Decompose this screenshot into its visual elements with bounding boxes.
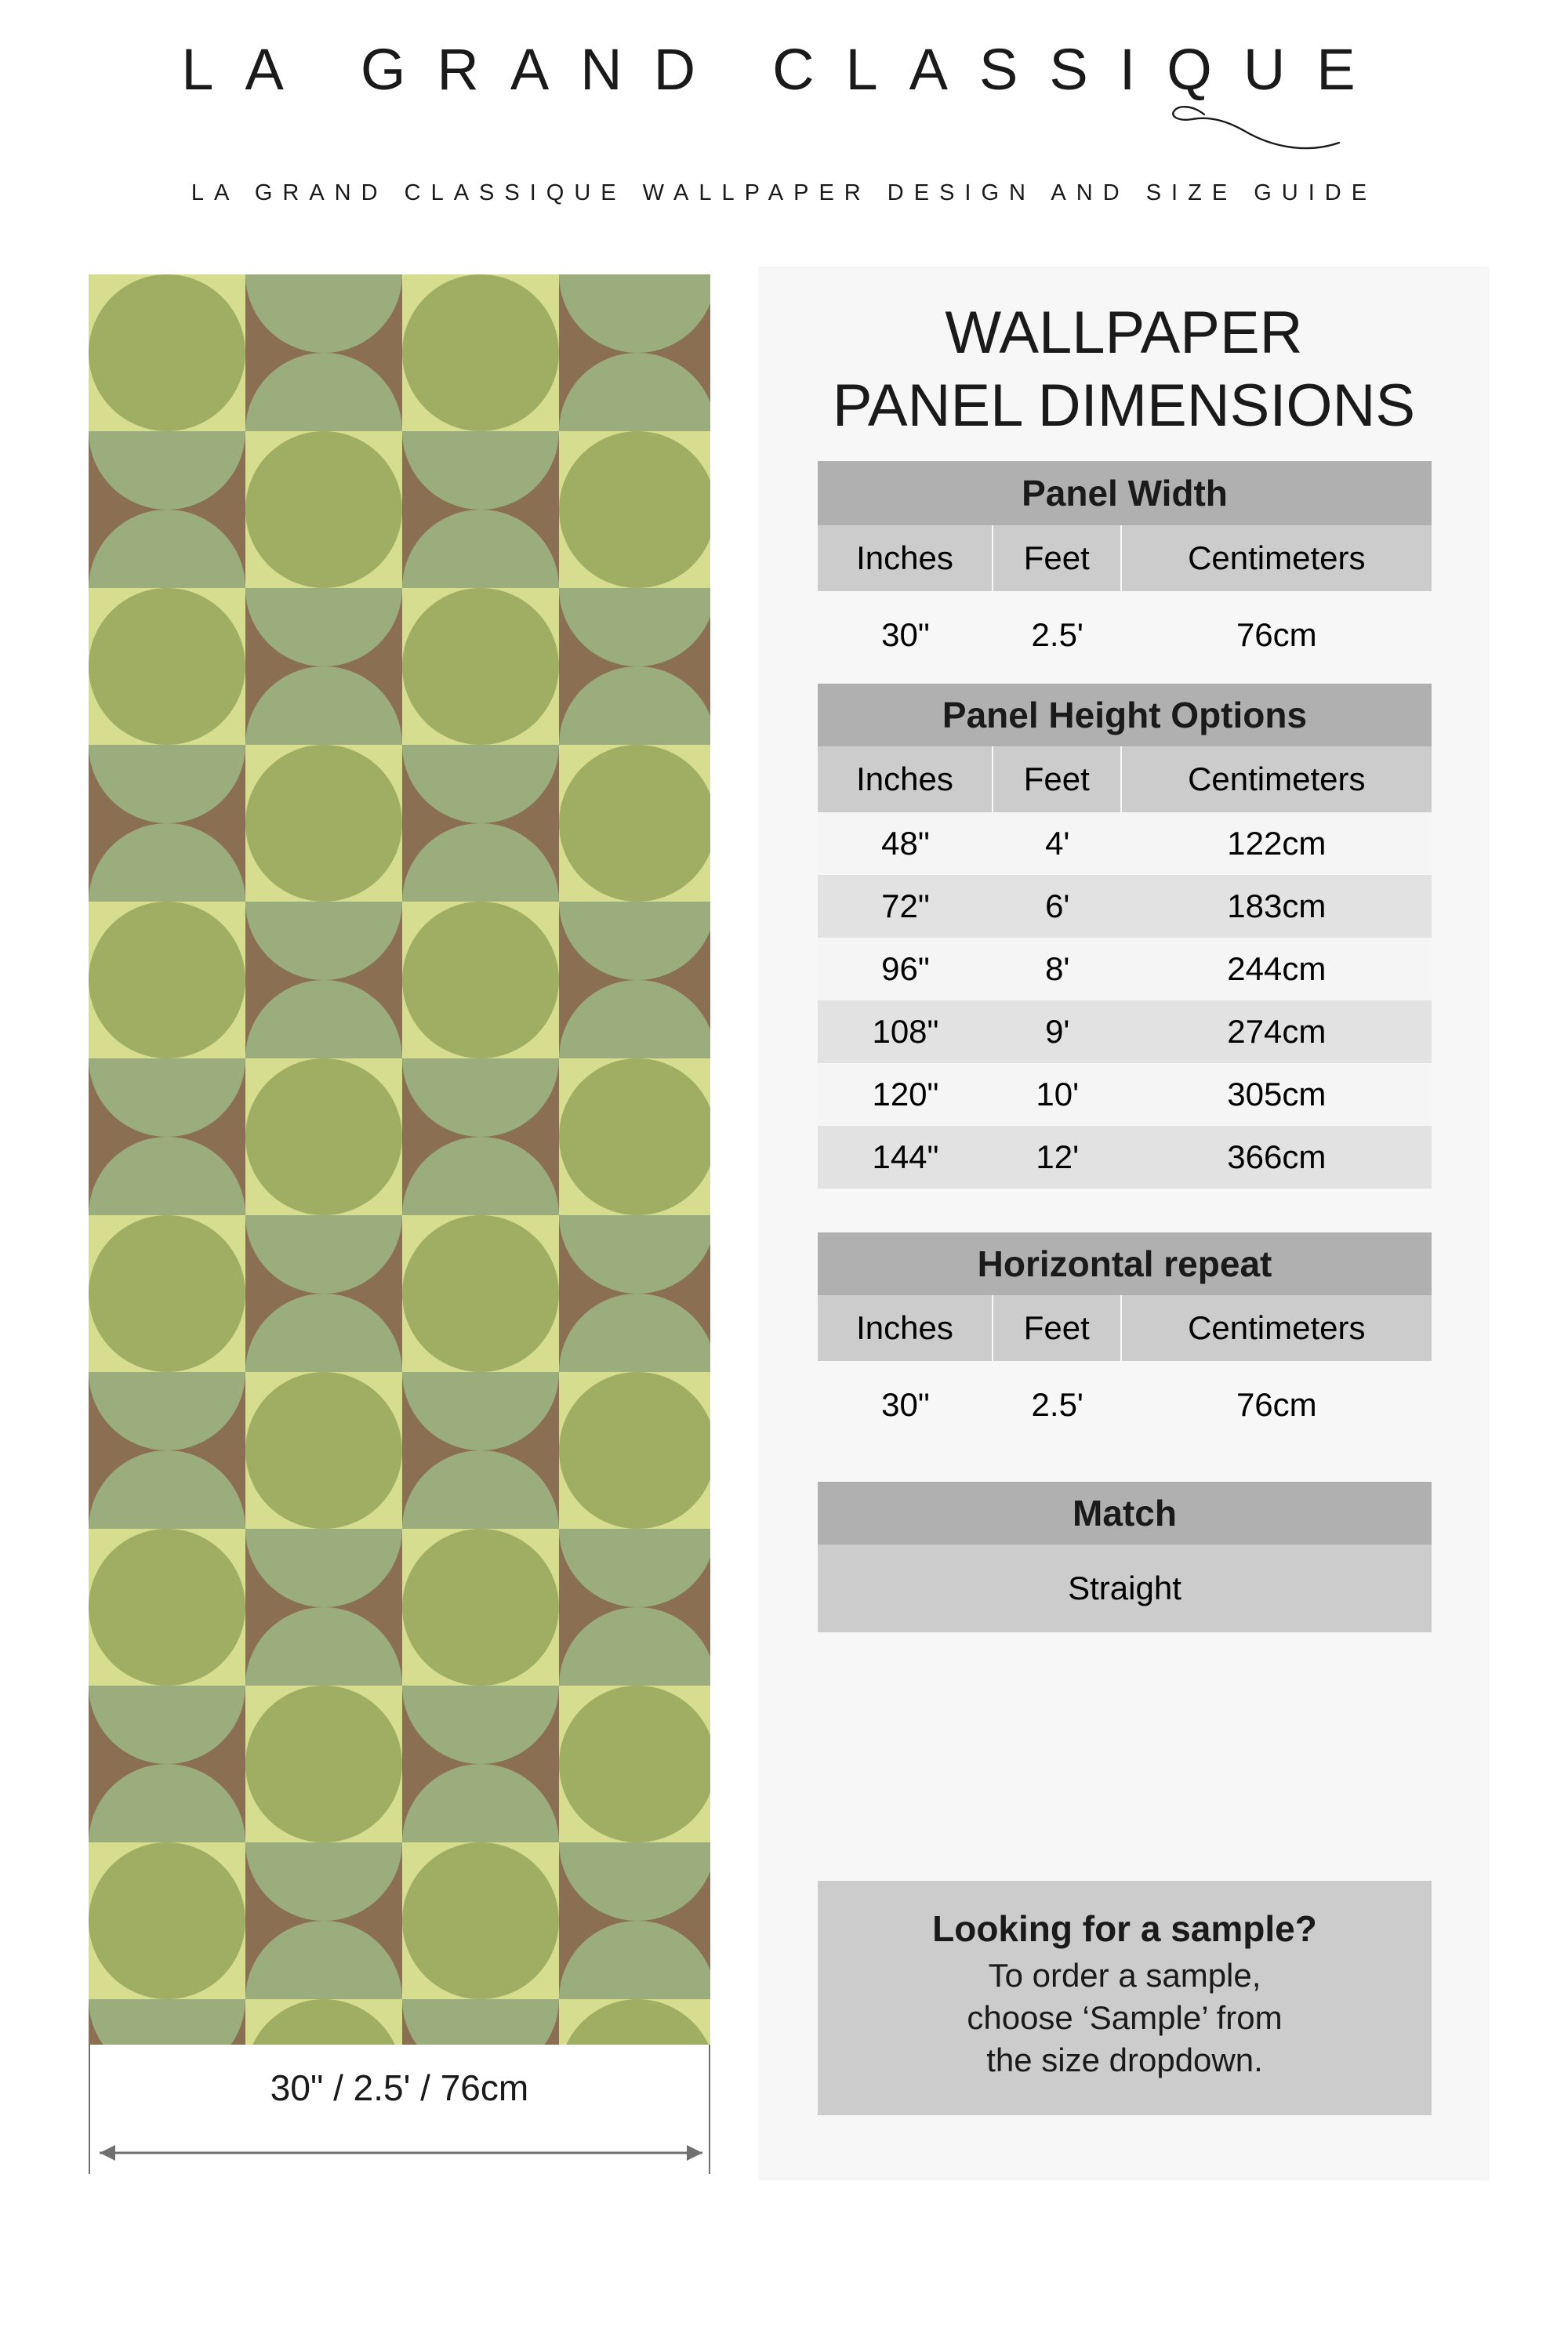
- svg-text:LAGRANDCLASSIQUE: LA GRAND CLASSIQUE: [181, 37, 1386, 102]
